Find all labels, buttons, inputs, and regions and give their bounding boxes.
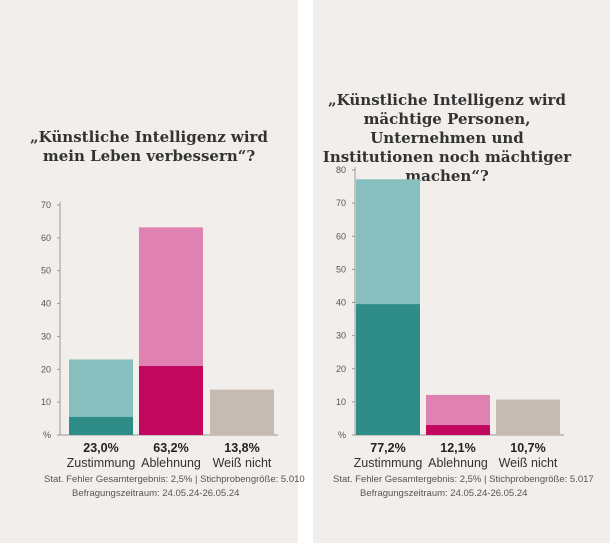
value-label: 77,2% (370, 441, 405, 455)
bar-weinicht-total (496, 399, 560, 435)
y-tick-label: % (43, 430, 51, 440)
category-label: Ablehnung (141, 456, 201, 470)
value-label: 12,1% (440, 441, 475, 455)
category-label: Weiß nicht (499, 456, 558, 470)
chart-title-left: „Künstliche Intelligenz wird mein Leben … (30, 128, 268, 165)
y-tick-label: 80 (336, 165, 346, 175)
chart-right: % 10 20 30 40 50 60 70 80 77,2%Zustimmung 12,1%Abl… (336, 165, 564, 470)
y-tick-label: 50 (41, 266, 51, 276)
category-label: Ablehnung (428, 456, 488, 470)
footer-left-line-1: Stat. Fehler Gesamtergebnis: 2,5% | Stic… (44, 474, 305, 485)
y-tick-label: 60 (41, 233, 51, 243)
y-tick-label: 30 (41, 331, 51, 341)
category-label: Weiß nicht (213, 456, 272, 470)
bar-zustimmung-strong (69, 416, 133, 435)
footer-right-line-1: Stat. Fehler Gesamtergebnis: 2,5% | Stic… (333, 474, 594, 485)
y-tick-label: 10 (41, 397, 51, 407)
y-tick-label: 50 (336, 264, 346, 274)
y-tick-label: 20 (41, 364, 51, 374)
chart-title-right: „Künstliche Intelligenz wird mächtige Pe… (322, 91, 572, 185)
y-tick-label: 40 (41, 299, 51, 309)
bar-weinicht-total (210, 389, 274, 435)
category-label: Zustimmung (67, 456, 136, 470)
y-tick-label: 70 (41, 200, 51, 210)
value-label: 23,0% (83, 441, 118, 455)
value-label: 10,7% (510, 441, 545, 455)
value-label: 13,8% (224, 441, 259, 455)
y-tick-label: 20 (336, 364, 346, 374)
y-tick-label: 30 (336, 331, 346, 341)
bar-ablehnung-strong (426, 425, 490, 435)
y-tick-label: 70 (336, 198, 346, 208)
bar-ablehnung-strong (139, 366, 203, 435)
footer-left-line-2: Befragungszeitraum: 24.05.24-26.05.24 (72, 488, 240, 499)
y-tick-label: % (338, 430, 346, 440)
footer-right-line-2: Befragungszeitraum: 24.05.24-26.05.24 (360, 488, 528, 499)
category-label: Zustimmung (354, 456, 423, 470)
panel-divider (304, 30, 307, 520)
y-tick-label: 40 (336, 298, 346, 308)
y-tick-label: 60 (336, 231, 346, 241)
chart-left: % 10 20 30 40 50 60 70 23,0%Zustimmung 63,2%Ableh… (41, 200, 278, 470)
value-label: 63,2% (153, 441, 188, 455)
y-tick-label: 10 (336, 397, 346, 407)
bar-zustimmung-strong (356, 304, 420, 435)
